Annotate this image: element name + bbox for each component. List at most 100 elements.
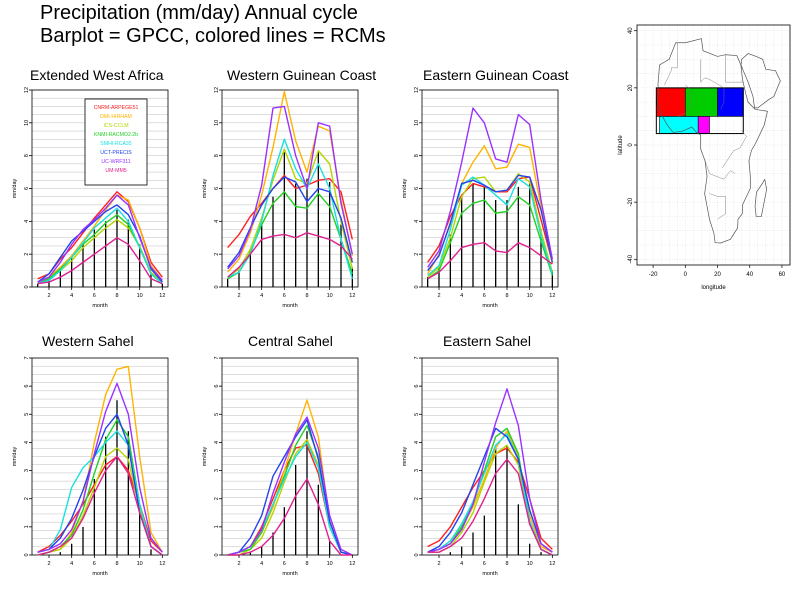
series-line-knmi-racmo2-2b	[427, 196, 553, 280]
y-axis-label: mm/day	[202, 446, 208, 466]
legend-entry-uc-wrf311: UC-WRF311	[101, 159, 130, 165]
x-tick-label: 6	[483, 293, 486, 299]
x-tick-label: 2	[237, 561, 240, 567]
madagascar-coastline	[754, 179, 768, 217]
x-tick-label: 10	[327, 561, 333, 567]
y-tick-label: 7	[414, 356, 420, 359]
y-tick-label: 1	[414, 525, 420, 528]
x-tick-label: 2	[437, 293, 440, 299]
y-tick-label: 8	[414, 154, 420, 157]
y-tick-label: 1	[214, 525, 220, 528]
x-tick-label: 6	[93, 561, 96, 567]
x-tick-label: 6	[283, 561, 286, 567]
map-x-tick-label: 20	[714, 272, 721, 278]
y-tick-label: 3	[24, 469, 30, 472]
y-tick-label: 10	[214, 120, 220, 126]
country-border	[725, 54, 744, 83]
x-axis-label: month	[282, 571, 297, 577]
series-line-uct-precis	[427, 174, 554, 272]
x-tick-label: 4	[70, 293, 73, 299]
map-y-tick-label: -20	[628, 197, 634, 206]
x-tick-label: 2	[437, 561, 440, 567]
series-line-smhi-rca35	[37, 207, 163, 285]
series-line-uc-wrf311	[227, 105, 354, 270]
series-line-uct-precis	[227, 176, 354, 268]
y-tick-label: 4	[414, 441, 420, 444]
y-tick-label: 6	[414, 187, 420, 190]
chart-eastern-guinean-coast: 0 2 4 6 8 10 12 2 4 6 8 10 12 month mm/day	[402, 87, 559, 309]
country-border	[677, 84, 692, 117]
map-y-axis-label: latitude	[618, 135, 624, 155]
x-tick-label: 8	[305, 561, 308, 567]
x-tick-label: 6	[93, 293, 96, 299]
legend-entry-knmi-racmo2-2b: KNMI-RACMO2.2b	[94, 132, 138, 138]
y-tick-label: 3	[214, 469, 220, 472]
y-tick-label: 3	[414, 469, 420, 472]
y-tick-label: 12	[414, 87, 420, 93]
series-line-um-mm5	[37, 237, 163, 285]
x-tick-label: 2	[47, 293, 50, 299]
x-tick-label: 8	[115, 293, 118, 299]
x-tick-label: 12	[349, 561, 355, 567]
series-line-ics-cclm	[427, 173, 554, 278]
series-line-um-mm5	[227, 232, 353, 278]
country-border	[664, 42, 678, 86]
map-x-tick-label: 40	[746, 272, 753, 278]
series-line-ics-cclm	[37, 447, 163, 556]
y-tick-label: 0	[214, 553, 220, 556]
y-tick-label: 4	[24, 441, 30, 444]
chart-extended-west-africa: 0 2 4 6 8 10 12 2 4 6 8 10 12 month mm/day CNRM-ARPEGE5…	[12, 87, 169, 309]
map-y-tick-label: 0	[628, 143, 634, 147]
legend-entry-smhi-rca35: SMHI-RCA35	[100, 141, 132, 147]
plot-frame	[221, 357, 359, 556]
map-region-extended-west-africa	[655, 87, 744, 135]
y-axis-label: mm/day	[12, 446, 18, 466]
y-tick-label: 8	[24, 154, 30, 157]
map-x-axis-label: longitude	[701, 285, 726, 291]
country-border	[722, 130, 747, 168]
y-tick-label: 7	[214, 356, 220, 359]
map-y-tick-label: 40	[628, 27, 634, 34]
y-tick-label: 7	[24, 356, 30, 359]
series-line-smhi-rca35	[427, 433, 553, 556]
y-tick-label: 1	[24, 525, 30, 528]
x-axis-label: month	[482, 303, 497, 309]
y-tick-label: 10	[414, 120, 420, 126]
y-axis-label: mm/day	[202, 178, 208, 198]
map-x-tick-label: -20	[649, 272, 658, 278]
series-line-um-mm5	[227, 478, 353, 556]
map-x-tick-label: 0	[684, 272, 688, 278]
plot-frame	[421, 357, 559, 556]
y-tick-label: 6	[414, 385, 420, 388]
series-line-um-mm5	[427, 241, 553, 280]
plot-frame	[31, 357, 169, 556]
legend-entry-cnrm-arpege51: CNRM-ARPEGE51	[94, 105, 139, 111]
legend-box	[84, 98, 148, 186]
map-y-tick-label: 20	[628, 84, 634, 91]
x-tick-label: 4	[70, 561, 73, 567]
series-line-uc-wrf311	[427, 388, 553, 553]
x-tick-label: 10	[527, 561, 533, 567]
figure-title-line2: Barplot = GPCC, colored lines = RCMs	[40, 25, 386, 47]
series-line-um-mm5	[427, 458, 553, 556]
x-tick-label: 12	[349, 293, 355, 299]
y-tick-label: 6	[24, 385, 30, 388]
y-tick-label: 2	[414, 253, 420, 256]
x-tick-label: 2	[237, 293, 240, 299]
x-axis-label: month	[92, 303, 107, 309]
y-tick-label: 4	[24, 220, 30, 223]
chart-western-guinean-coast: 0 2 4 6 8 10 12 2 4 6 8 10 12 month mm/day	[202, 87, 359, 309]
y-tick-label: 2	[24, 253, 30, 256]
panel-title-western-guinean-coast: Western Guinean Coast	[227, 67, 377, 83]
y-axis-label: mm/day	[12, 178, 18, 198]
legend-entry-ics-cclm: ICS-CCLM	[103, 123, 128, 129]
y-tick-label: 0	[414, 285, 420, 288]
panel-title-central-sahel: Central Sahel	[248, 333, 333, 349]
x-tick-label: 8	[305, 293, 308, 299]
map-region-central-sahel	[685, 87, 718, 117]
x-tick-label: 10	[527, 293, 533, 299]
y-axis-label: mm/day	[402, 178, 408, 198]
series-line-smhi-rca35	[37, 430, 163, 556]
arabia-coastline	[740, 53, 781, 109]
